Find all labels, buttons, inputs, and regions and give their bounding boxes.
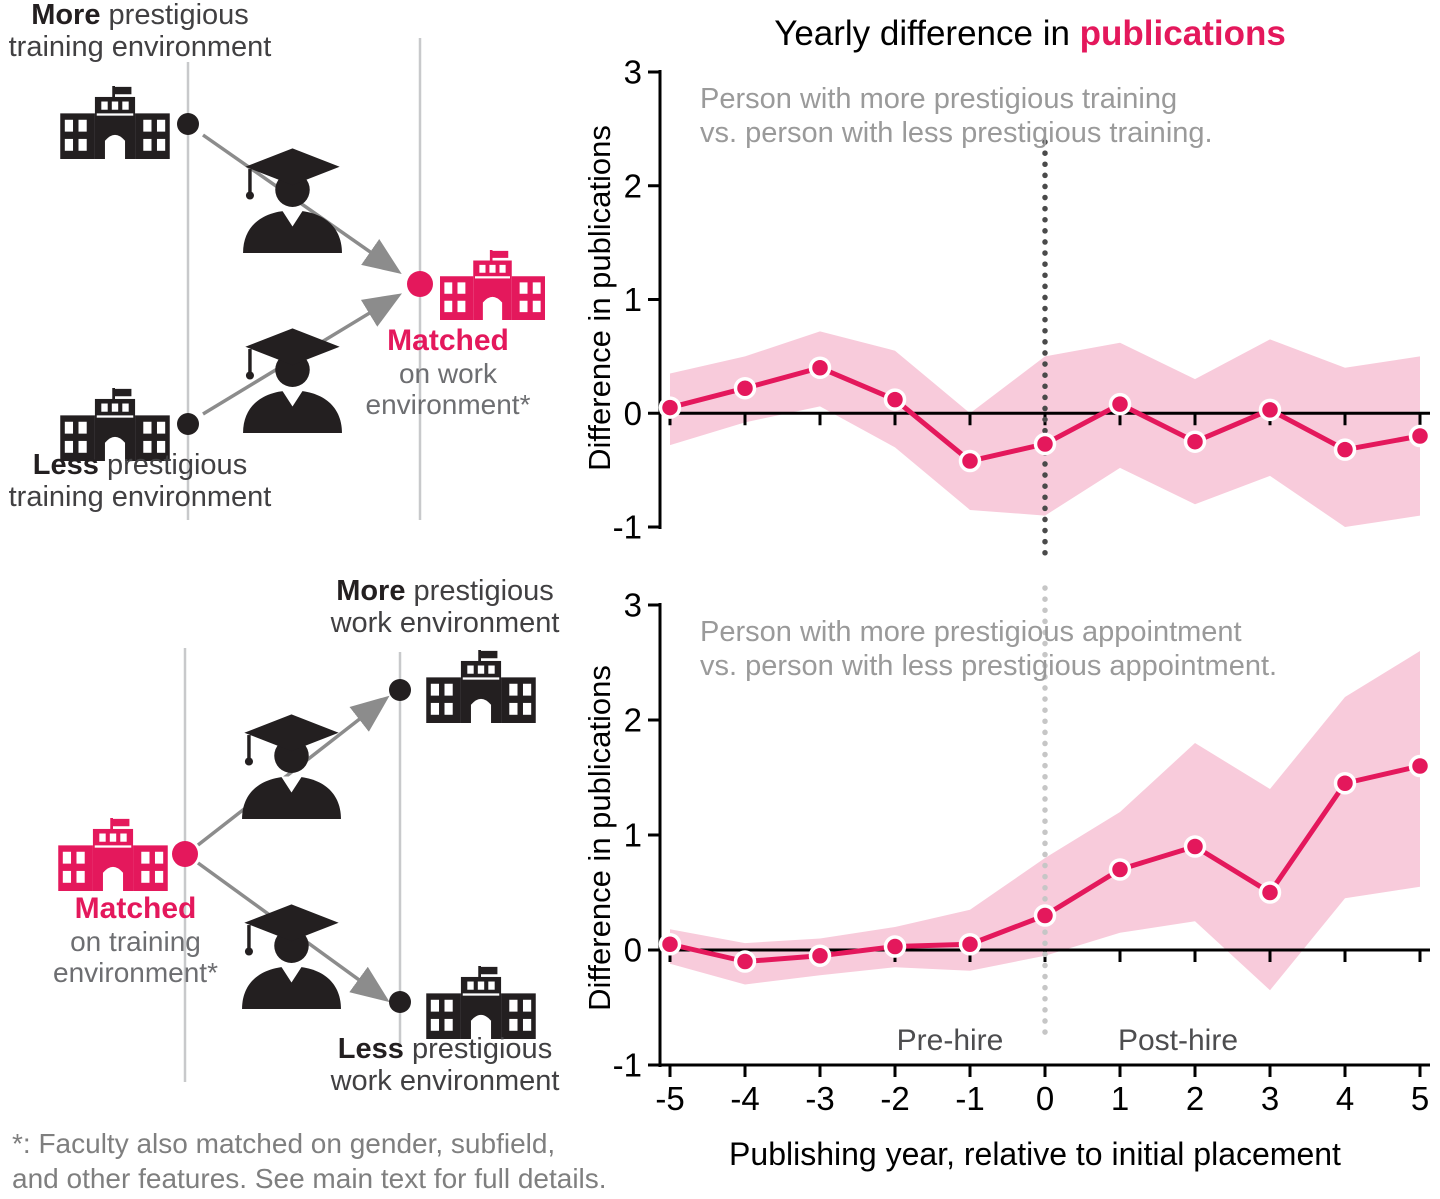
chart-title: Yearly difference in publications bbox=[774, 14, 1286, 53]
data-point bbox=[658, 396, 682, 419]
x-tick-label: -3 bbox=[805, 1080, 834, 1117]
node-more-work bbox=[389, 679, 411, 701]
data-point bbox=[1183, 430, 1207, 453]
label-matched-work: Matched on work environment* bbox=[365, 324, 531, 420]
label-less-training: Less prestigious training environment bbox=[8, 449, 272, 513]
building-more-work-icon bbox=[426, 650, 536, 723]
data-point bbox=[1258, 398, 1282, 422]
y-tick-label: -1 bbox=[613, 509, 642, 546]
data-point bbox=[733, 376, 757, 400]
x-tick-label: 4 bbox=[1336, 1080, 1354, 1117]
chart-training: 3 2 1 0 -1 bbox=[613, 54, 1432, 558]
annotation-training: Person with more prestigious training vs… bbox=[700, 83, 1213, 150]
data-point bbox=[808, 944, 832, 967]
building-matched-training-icon bbox=[58, 818, 168, 891]
data-point bbox=[883, 388, 907, 411]
y-tick-label: 1 bbox=[624, 817, 642, 854]
data-point bbox=[1408, 424, 1432, 448]
x-tick-label: -4 bbox=[730, 1080, 759, 1117]
data-point bbox=[958, 933, 982, 956]
x-tick-label: 3 bbox=[1261, 1080, 1279, 1117]
node-matched-training bbox=[172, 841, 198, 867]
label-more-work: More prestigious work environment bbox=[330, 575, 560, 639]
y-tick-label: 2 bbox=[624, 702, 642, 739]
data-point bbox=[883, 935, 907, 958]
x-tick-label: -1 bbox=[955, 1080, 984, 1117]
data-point bbox=[1033, 432, 1057, 456]
y-tick-label: 1 bbox=[624, 281, 642, 318]
node-less-training bbox=[177, 413, 199, 435]
data-point bbox=[1033, 904, 1057, 927]
x-tick-label: -2 bbox=[880, 1080, 909, 1117]
data-point bbox=[1108, 858, 1132, 881]
x-tick-label: 0 bbox=[1036, 1080, 1054, 1117]
matched-pairs-diagram bbox=[58, 38, 545, 1082]
y-tick-label: -1 bbox=[613, 1047, 642, 1084]
data-point bbox=[658, 933, 682, 956]
node-more-training bbox=[177, 113, 199, 135]
x-tick-label: -5 bbox=[655, 1080, 684, 1117]
label-matched-training: Matched on training environment* bbox=[53, 892, 218, 988]
label-less-work: Less prestigious work environment bbox=[330, 1033, 560, 1097]
node-matched-work bbox=[407, 271, 433, 297]
footnote: *: Faculty also matched on gender, subfi… bbox=[12, 1128, 607, 1194]
building-matched-work-icon bbox=[440, 250, 545, 320]
x-axis-label: Publishing year, relative to initial pla… bbox=[729, 1136, 1341, 1172]
data-point bbox=[1333, 438, 1357, 461]
data-point bbox=[958, 449, 982, 473]
graduate-icon bbox=[241, 146, 344, 253]
data-point bbox=[1408, 754, 1432, 778]
annotation-appointment: Person with more prestigious appointment… bbox=[700, 616, 1278, 683]
pre-hire-label: Pre-hire bbox=[896, 1024, 1004, 1057]
data-point bbox=[1183, 835, 1207, 858]
y-axis-label-appointment: Difference in publications bbox=[582, 665, 617, 1011]
y-tick-label: 0 bbox=[624, 395, 642, 432]
building-less-work-icon bbox=[426, 966, 536, 1039]
graduate-icon bbox=[240, 712, 343, 819]
y-tick-label: 0 bbox=[624, 932, 642, 969]
building-more-training-icon bbox=[60, 86, 170, 159]
label-more-training: More prestigious training environment bbox=[8, 0, 272, 63]
data-point bbox=[1108, 392, 1132, 416]
y-tick-label: 2 bbox=[624, 167, 642, 204]
y-tick-label: 3 bbox=[624, 54, 642, 91]
node-less-work bbox=[389, 991, 411, 1013]
post-hire-label: Post-hire bbox=[1117, 1024, 1239, 1057]
confidence-band bbox=[670, 651, 1420, 991]
y-tick-label: 3 bbox=[624, 587, 642, 624]
data-point bbox=[1333, 772, 1357, 795]
data-point bbox=[733, 950, 757, 973]
x-tick-label: 5 bbox=[1411, 1080, 1429, 1117]
x-tick-label: 2 bbox=[1186, 1080, 1204, 1117]
y-axis-label-training: Difference in publications bbox=[582, 125, 617, 471]
chart-appointment: 3 2 1 0 -1 -5 -4 -3 -2 -1 0 1 2 3 4 5 bbox=[613, 585, 1432, 1117]
data-point bbox=[808, 356, 832, 379]
data-point bbox=[1258, 881, 1282, 904]
x-tick-label: 1 bbox=[1111, 1080, 1129, 1117]
